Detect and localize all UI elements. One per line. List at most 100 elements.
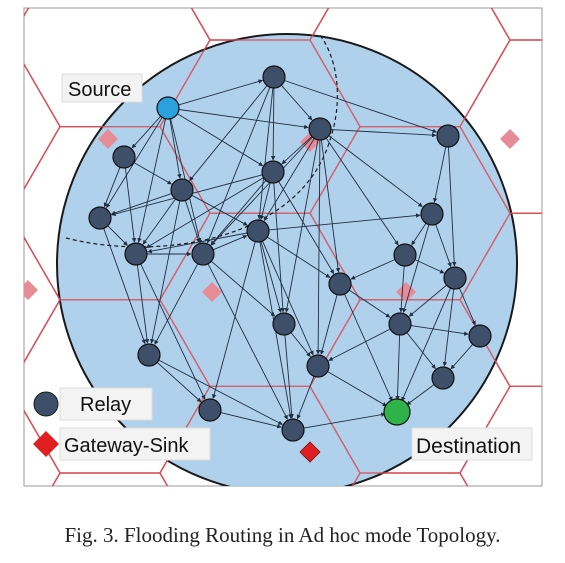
grid-cell [0, 560, 60, 563]
relay-node [436, 124, 460, 148]
flooding-link [398, 265, 405, 313]
flooding-link [103, 228, 146, 345]
flooding-link [177, 113, 264, 167]
relay-node [246, 219, 270, 243]
figure-caption: Fig. 3. Flooding Routing in Ad hoc mode … [64, 523, 501, 547]
flooding-link [411, 222, 427, 246]
flooding-link [303, 412, 386, 429]
flooding-link [137, 118, 167, 243]
flooding-link [260, 241, 282, 313]
flooding-link [158, 359, 283, 425]
gateway-sink-marker [24, 280, 38, 300]
source-label: Source [61, 73, 143, 103]
flooding-link [178, 109, 309, 130]
flooding-link [290, 332, 311, 358]
flooding-link [315, 139, 321, 355]
flooding-link [402, 224, 430, 313]
flooding-link [149, 200, 181, 344]
flooding-link [262, 240, 314, 356]
relay-node [170, 178, 194, 202]
flooding-link [284, 334, 294, 419]
flooding-link [330, 129, 437, 138]
gateway-sinks [24, 129, 520, 463]
flooding-link [348, 289, 391, 318]
relay-node [468, 324, 492, 348]
destination-label: Destination [411, 427, 533, 461]
flooding-link [103, 167, 121, 208]
flooding-link [206, 87, 271, 244]
flooding-link [410, 325, 469, 336]
relay-node [388, 312, 412, 336]
relay-node [191, 242, 215, 266]
flooding-link [147, 232, 248, 254]
flooding-link [296, 376, 315, 420]
flooding-link [401, 287, 452, 402]
flooding-link [406, 332, 436, 369]
network-nodes [88, 65, 492, 442]
flooding-link [207, 263, 288, 420]
flooding-link [328, 328, 391, 361]
flooding-link [344, 293, 393, 402]
flooding-link [270, 87, 276, 161]
legend-gateway-label: Gateway-Sink [64, 435, 189, 457]
relay-node [261, 160, 285, 184]
flooding-link [210, 136, 313, 246]
flooding-link [145, 177, 264, 249]
relay-node [272, 312, 296, 336]
flooding-link [448, 146, 457, 267]
relay-node [443, 266, 467, 290]
destination-node [383, 398, 411, 426]
gateway-sink-marker [299, 441, 321, 463]
flooding-link [350, 259, 396, 280]
flooding-link [140, 263, 206, 400]
flooding-link [266, 236, 331, 278]
gateway-sink-marker [500, 129, 520, 149]
flooding-link [408, 284, 447, 317]
grid-cell [459, 212, 542, 388]
flooding-link [211, 260, 276, 317]
relay-node [308, 117, 332, 141]
flooding-link [169, 118, 182, 179]
flooding-link [327, 371, 387, 407]
relay-node [420, 202, 444, 226]
relay-node [112, 145, 136, 169]
flooding-link [210, 180, 267, 246]
flooding-link [212, 235, 248, 251]
relay-node-icon [33, 391, 59, 417]
flooding-link [211, 241, 256, 399]
flooding-link [154, 263, 199, 345]
flooding-link [284, 80, 438, 133]
flooding-link [433, 146, 447, 203]
flooding-link [435, 224, 452, 268]
flooding-link [136, 264, 150, 344]
flooding-link [263, 138, 315, 222]
flooding-link [220, 412, 282, 429]
flooding-link [184, 200, 201, 244]
relay-node [306, 354, 330, 378]
flooding-link [142, 198, 176, 245]
gateway-sink-marker [98, 129, 118, 149]
legend: Relay Gateway-Sink [33, 387, 211, 461]
flooding-link [328, 135, 423, 208]
flooding-link [442, 288, 455, 367]
relay-node [262, 65, 286, 89]
relay-node [431, 366, 455, 390]
relay-node [198, 398, 222, 422]
relay-node [88, 206, 112, 230]
relay-node [124, 242, 148, 266]
grid-cell [160, 560, 360, 563]
flooding-link [131, 115, 162, 149]
flooding-link [414, 259, 445, 274]
flooding-link [257, 87, 274, 220]
grid-cell [0, 560, 60, 563]
flooding-link [133, 162, 172, 185]
flooding-link [406, 384, 435, 406]
relay-node [281, 418, 305, 442]
flooding-link [124, 167, 137, 243]
flooding-links [103, 79, 476, 429]
source-label-text: Source [68, 79, 131, 101]
flooding-link [259, 182, 271, 220]
relay-node [137, 343, 161, 367]
flooding-link [189, 85, 268, 182]
